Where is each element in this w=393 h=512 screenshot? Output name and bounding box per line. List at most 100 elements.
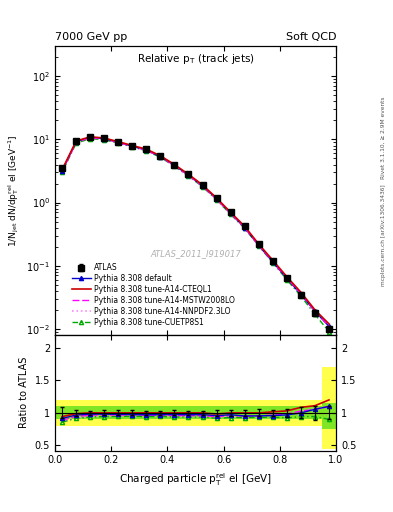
Pythia 8.308 tune-A14-MSTW2008LO	[256, 242, 261, 248]
Bar	[55, 407, 69, 419]
Pythia 8.308 tune-A14-NNPDF2.3LO	[214, 197, 219, 203]
Bar	[153, 400, 167, 426]
Pythia 8.308 tune-A14-MSTW2008LO	[242, 225, 247, 231]
Pythia 8.308 tune-CUETP8S1	[102, 137, 107, 143]
Y-axis label: Ratio to ATLAS: Ratio to ATLAS	[19, 357, 29, 429]
Bar	[167, 407, 182, 419]
Bar	[153, 407, 167, 419]
Pythia 8.308 tune-A14-CTEQL1	[74, 138, 79, 144]
Pythia 8.308 default	[285, 275, 289, 282]
Pythia 8.308 tune-A14-NNPDF2.3LO	[116, 140, 121, 146]
Pythia 8.308 tune-A14-CTEQL1	[200, 182, 205, 188]
Pythia 8.308 tune-A14-NNPDF2.3LO	[312, 308, 317, 314]
Y-axis label: 1/N$_{\rm jet}$ dN/dp$_{\rm T}^{\rm rel}$ el [GeV$^{-1}$]: 1/N$_{\rm jet}$ dN/dp$_{\rm T}^{\rm rel}…	[6, 134, 21, 247]
Bar	[280, 407, 294, 419]
Pythia 8.308 default	[74, 139, 79, 145]
Bar	[83, 400, 97, 426]
Pythia 8.308 tune-A14-MSTW2008LO	[228, 210, 233, 217]
Pythia 8.308 tune-A14-NNPDF2.3LO	[88, 135, 92, 141]
Bar	[224, 407, 238, 419]
Pythia 8.308 tune-A14-CTEQL1	[130, 142, 135, 148]
Pythia 8.308 default	[130, 143, 135, 150]
Pythia 8.308 tune-A14-NNPDF2.3LO	[60, 169, 64, 176]
Bar	[266, 407, 280, 419]
Pythia 8.308 tune-A14-MSTW2008LO	[74, 139, 79, 145]
Text: Rivet 3.1.10, ≥ 2.9M events: Rivet 3.1.10, ≥ 2.9M events	[381, 97, 386, 180]
Pythia 8.308 tune-A14-CTEQL1	[60, 167, 64, 173]
Pythia 8.308 tune-CUETP8S1	[312, 311, 317, 317]
Pythia 8.308 default	[200, 183, 205, 189]
Pythia 8.308 tune-A14-NNPDF2.3LO	[299, 291, 303, 297]
Pythia 8.308 tune-A14-CTEQL1	[88, 134, 92, 140]
Text: ATLAS_2011_I919017: ATLAS_2011_I919017	[150, 249, 241, 259]
Pythia 8.308 tune-A14-CTEQL1	[172, 161, 177, 167]
Pythia 8.308 tune-A14-NNPDF2.3LO	[285, 275, 289, 282]
Bar	[266, 400, 280, 426]
Pythia 8.308 tune-A14-MSTW2008LO	[312, 308, 317, 314]
Pythia 8.308 tune-A14-NNPDF2.3LO	[242, 225, 247, 231]
Bar	[167, 400, 182, 426]
Pythia 8.308 tune-CUETP8S1	[130, 144, 135, 150]
Pythia 8.308 tune-A14-NNPDF2.3LO	[186, 173, 191, 179]
Pythia 8.308 default	[186, 172, 191, 178]
Pythia 8.308 tune-A14-CTEQL1	[214, 195, 219, 201]
Bar	[238, 407, 252, 419]
Bar	[125, 407, 140, 419]
Bar	[97, 407, 111, 419]
Pythia 8.308 default	[270, 259, 275, 265]
Bar	[224, 400, 238, 426]
Bar	[182, 400, 196, 426]
Pythia 8.308 default	[116, 139, 121, 145]
Bar	[55, 400, 69, 426]
Pythia 8.308 tune-CUETP8S1	[144, 147, 149, 154]
Pythia 8.308 tune-A14-MSTW2008LO	[299, 291, 303, 297]
Pythia 8.308 tune-A14-NNPDF2.3LO	[270, 259, 275, 265]
Pythia 8.308 default	[312, 308, 317, 314]
Text: mcplots.cern.ch [arXiv:1306.3436]: mcplots.cern.ch [arXiv:1306.3436]	[381, 185, 386, 286]
Pythia 8.308 tune-A14-MSTW2008LO	[158, 154, 163, 160]
Line: Pythia 8.308 tune-CUETP8S1: Pythia 8.308 tune-CUETP8S1	[60, 137, 331, 334]
Pythia 8.308 tune-A14-NNPDF2.3LO	[256, 243, 261, 249]
Pythia 8.308 default	[242, 225, 247, 231]
Pythia 8.308 default	[158, 154, 163, 160]
Legend: ATLAS, Pythia 8.308 default, Pythia 8.308 tune-A14-CTEQL1, Pythia 8.308 tune-A14: ATLAS, Pythia 8.308 default, Pythia 8.30…	[70, 262, 236, 328]
Bar	[125, 400, 140, 426]
Pythia 8.308 tune-A14-NNPDF2.3LO	[327, 323, 331, 329]
Bar	[140, 400, 153, 426]
Pythia 8.308 default	[327, 323, 331, 329]
Text: Soft QCD: Soft QCD	[286, 32, 336, 42]
Pythia 8.308 default	[102, 136, 107, 142]
Pythia 8.308 default	[256, 242, 261, 248]
Bar	[209, 407, 224, 419]
Pythia 8.308 tune-CUETP8S1	[285, 276, 289, 283]
Pythia 8.308 tune-A14-NNPDF2.3LO	[172, 163, 177, 169]
Pythia 8.308 tune-CUETP8S1	[74, 140, 79, 146]
Pythia 8.308 tune-CUETP8S1	[158, 154, 163, 160]
Pythia 8.308 tune-A14-MSTW2008LO	[285, 275, 289, 281]
Pythia 8.308 tune-A14-CTEQL1	[144, 146, 149, 152]
Pythia 8.308 tune-A14-MSTW2008LO	[172, 162, 177, 168]
Line: Pythia 8.308 tune-A14-NNPDF2.3LO: Pythia 8.308 tune-A14-NNPDF2.3LO	[62, 138, 329, 326]
Pythia 8.308 tune-A14-CTEQL1	[312, 307, 317, 313]
Pythia 8.308 tune-A14-MSTW2008LO	[102, 136, 107, 142]
Bar	[111, 407, 125, 419]
Pythia 8.308 tune-A14-NNPDF2.3LO	[102, 136, 107, 142]
Pythia 8.308 tune-A14-CTEQL1	[186, 171, 191, 177]
Bar	[280, 400, 294, 426]
Pythia 8.308 tune-A14-MSTW2008LO	[327, 323, 331, 329]
Bar	[252, 407, 266, 419]
Pythia 8.308 tune-A14-CTEQL1	[158, 153, 163, 159]
Pythia 8.308 tune-A14-NNPDF2.3LO	[158, 154, 163, 160]
Bar	[294, 407, 308, 419]
Bar	[83, 407, 97, 419]
Pythia 8.308 tune-A14-MSTW2008LO	[116, 139, 121, 145]
Bar	[308, 407, 322, 419]
Bar	[238, 400, 252, 426]
Pythia 8.308 tune-A14-CTEQL1	[299, 289, 303, 295]
Text: Relative p$_{\rm T}$ (track jets): Relative p$_{\rm T}$ (track jets)	[136, 52, 255, 66]
Pythia 8.308 tune-A14-CTEQL1	[256, 241, 261, 247]
Pythia 8.308 tune-CUETP8S1	[327, 329, 331, 335]
Pythia 8.308 tune-A14-NNPDF2.3LO	[200, 183, 205, 189]
Pythia 8.308 tune-A14-MSTW2008LO	[186, 173, 191, 179]
Pythia 8.308 tune-CUETP8S1	[256, 243, 261, 249]
